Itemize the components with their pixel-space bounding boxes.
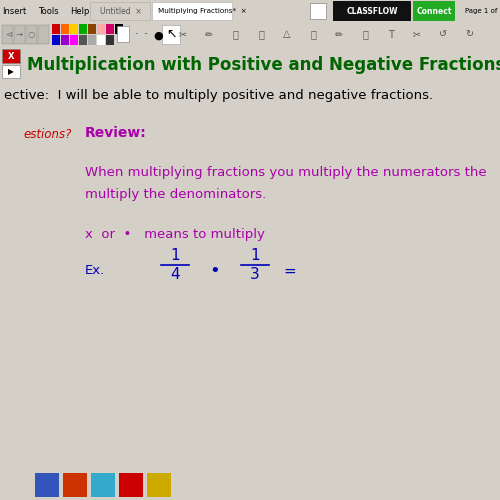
Bar — [26, 25, 37, 44]
Text: Help: Help — [70, 6, 89, 16]
Bar — [79, 24, 87, 34]
Text: When multiplying fractions you multiply the numerators the: When multiplying fractions you multiply … — [85, 166, 486, 179]
Bar — [70, 24, 78, 34]
Bar — [310, 3, 326, 19]
Bar — [119, 473, 143, 497]
Text: x  or  •   means to multiply: x or • means to multiply — [85, 228, 265, 241]
Text: 📋: 📋 — [362, 30, 368, 40]
Text: estions?: estions? — [24, 128, 72, 141]
Text: 🖌: 🖌 — [232, 30, 238, 40]
Text: Insert: Insert — [2, 6, 26, 16]
Text: ✂: ✂ — [179, 30, 187, 40]
Bar — [117, 26, 129, 42]
Text: ✏: ✏ — [205, 30, 213, 40]
Bar — [90, 2, 150, 20]
Text: multiply the denominators.: multiply the denominators. — [85, 188, 266, 201]
Bar — [413, 1, 455, 21]
Bar — [2, 65, 20, 78]
Bar — [2, 49, 20, 63]
Text: =: = — [284, 264, 296, 278]
Bar — [115, 24, 123, 34]
Text: ✏: ✏ — [335, 30, 343, 40]
Bar — [61, 24, 69, 34]
Text: 🔶: 🔶 — [310, 30, 316, 40]
Bar — [79, 35, 87, 45]
Bar — [35, 473, 59, 497]
Bar — [97, 24, 105, 34]
Text: CLASSFLOW: CLASSFLOW — [346, 6, 398, 16]
Text: ▶: ▶ — [8, 67, 14, 76]
Text: ·: · — [135, 28, 139, 41]
Text: X: X — [8, 52, 14, 60]
Bar — [2, 25, 13, 44]
Text: →: → — [15, 30, 22, 39]
Text: 1: 1 — [250, 248, 260, 263]
Bar — [147, 473, 171, 497]
Text: Connect: Connect — [416, 6, 452, 16]
Text: Page 1 of 1: Page 1 of 1 — [465, 8, 500, 14]
Bar — [38, 25, 49, 44]
Text: ○: ○ — [28, 30, 35, 39]
Text: ↖: ↖ — [166, 28, 176, 41]
Text: ⊲: ⊲ — [5, 30, 12, 39]
Text: ⬜: ⬜ — [258, 30, 264, 40]
Bar — [52, 24, 60, 34]
Text: Review:: Review: — [85, 126, 147, 140]
Text: Tools: Tools — [38, 6, 58, 16]
Bar — [14, 25, 25, 44]
Bar — [88, 24, 96, 34]
Bar — [61, 35, 69, 45]
Text: 4: 4 — [170, 267, 180, 282]
Text: 1: 1 — [170, 248, 180, 263]
Bar — [52, 35, 60, 45]
Text: 3: 3 — [250, 267, 260, 282]
Text: ·: · — [144, 28, 148, 41]
Text: •: • — [210, 262, 220, 280]
Bar — [106, 24, 114, 34]
Bar — [63, 473, 87, 497]
Text: ↻: ↻ — [465, 30, 473, 40]
Text: ective:  I will be able to multiply positive and negative fractions.: ective: I will be able to multiply posit… — [4, 88, 433, 102]
Text: Multiplying Fractions*  ×: Multiplying Fractions* × — [158, 8, 247, 14]
Text: ●: ● — [153, 30, 163, 40]
Text: ↺: ↺ — [439, 30, 447, 40]
Bar — [106, 35, 114, 45]
Text: Multiplication with Positive and Negative Fractions: Multiplication with Positive and Negativ… — [27, 56, 500, 74]
Bar — [91, 473, 115, 497]
Bar — [333, 1, 411, 21]
Bar — [88, 35, 96, 45]
Bar — [152, 2, 232, 20]
Text: △: △ — [283, 30, 291, 40]
Bar — [162, 25, 180, 44]
Text: Ex.: Ex. — [85, 264, 105, 278]
Bar — [70, 35, 78, 45]
Text: T: T — [388, 30, 394, 40]
Bar — [97, 35, 105, 45]
Text: Untitled  ×: Untitled × — [100, 6, 142, 16]
Text: ✂: ✂ — [413, 30, 421, 40]
